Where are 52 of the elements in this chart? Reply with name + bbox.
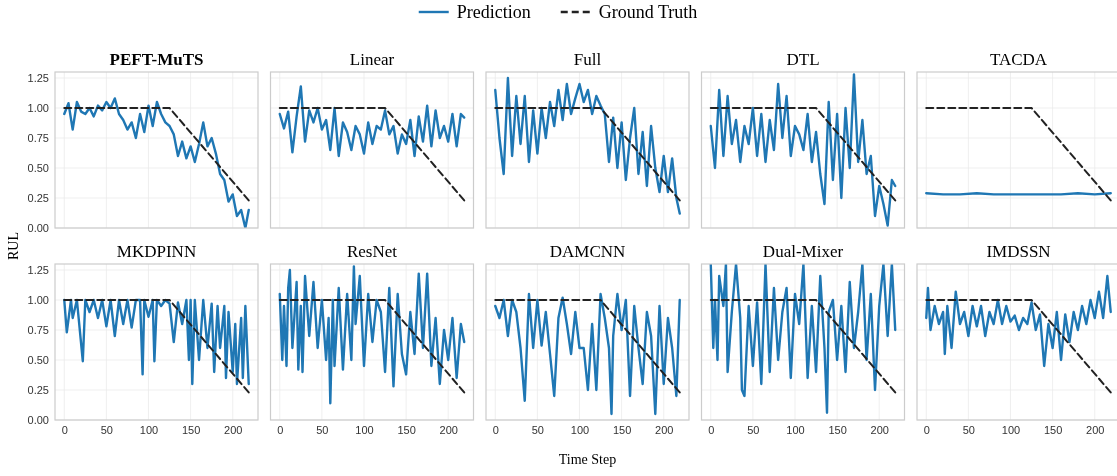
chart-title: Dual-Mixer	[762, 242, 844, 261]
y-tick-label: 1.00	[27, 294, 49, 307]
y-tick-label: 1.25	[27, 72, 49, 85]
y-tick-label: 0.50	[27, 354, 49, 367]
x-tick-label: 0	[923, 423, 930, 436]
x-tick-label: 200	[1086, 423, 1105, 436]
x-tick-label: 150	[828, 423, 847, 436]
chart-title: PEFT-MuTS	[109, 50, 204, 69]
x-tick-label: 200	[870, 423, 889, 436]
x-tick-label: 100	[786, 423, 805, 436]
x-tick-label: 50	[531, 423, 545, 436]
chart-title: Linear	[349, 50, 395, 69]
y-tick-label: 0.00	[27, 414, 49, 427]
x-tick-label: 200	[439, 423, 458, 436]
x-tick-label: 100	[355, 423, 374, 436]
x-tick-label: 0	[492, 423, 499, 436]
y-axis-title: RUL	[6, 232, 21, 260]
y-tick-label: 1.25	[27, 264, 49, 277]
x-tick-label: 50	[962, 423, 976, 436]
y-tick-label: 1.00	[27, 102, 49, 115]
y-tick-label: 0.25	[27, 384, 49, 397]
y-tick-label: 0.75	[27, 132, 49, 145]
x-tick-label: 0	[277, 423, 284, 436]
x-tick-label: 50	[100, 423, 114, 436]
chart-title: DAMCNN	[549, 242, 626, 261]
x-tick-label: 150	[397, 423, 416, 436]
x-tick-label: 100	[570, 423, 590, 436]
x-tick-label: 150	[1043, 423, 1063, 436]
chart-title: TACDA	[989, 50, 1048, 69]
y-tick-label: 0.00	[27, 222, 49, 235]
x-axis-title: Time Step	[558, 452, 617, 467]
chart-title: IMDSSN	[986, 242, 1051, 261]
x-tick-label: 150	[181, 423, 201, 436]
chart-title: MKDPINN	[116, 242, 197, 261]
x-tick-label: 0	[708, 423, 715, 436]
x-tick-label: 50	[747, 423, 760, 436]
line-series	[63, 97, 250, 228]
chart-title: ResNet	[346, 242, 398, 261]
chart-title: Full	[573, 50, 602, 69]
x-tick-label: 50	[316, 423, 329, 436]
x-tick-label: 200	[224, 423, 243, 436]
y-tick-label: 0.50	[27, 162, 49, 175]
y-tick-label: 0.25	[27, 192, 49, 205]
x-tick-label: 150	[612, 423, 632, 436]
x-tick-label: 200	[655, 423, 674, 436]
x-tick-label: 100	[139, 423, 159, 436]
legend-label: Ground Truth	[598, 2, 698, 22]
x-tick-label: 0	[61, 423, 68, 436]
x-tick-label: 100	[1001, 423, 1021, 436]
legend-label: Prediction	[456, 2, 531, 22]
y-tick-label: 0.75	[27, 324, 49, 337]
chart-title: DTL	[786, 50, 820, 69]
